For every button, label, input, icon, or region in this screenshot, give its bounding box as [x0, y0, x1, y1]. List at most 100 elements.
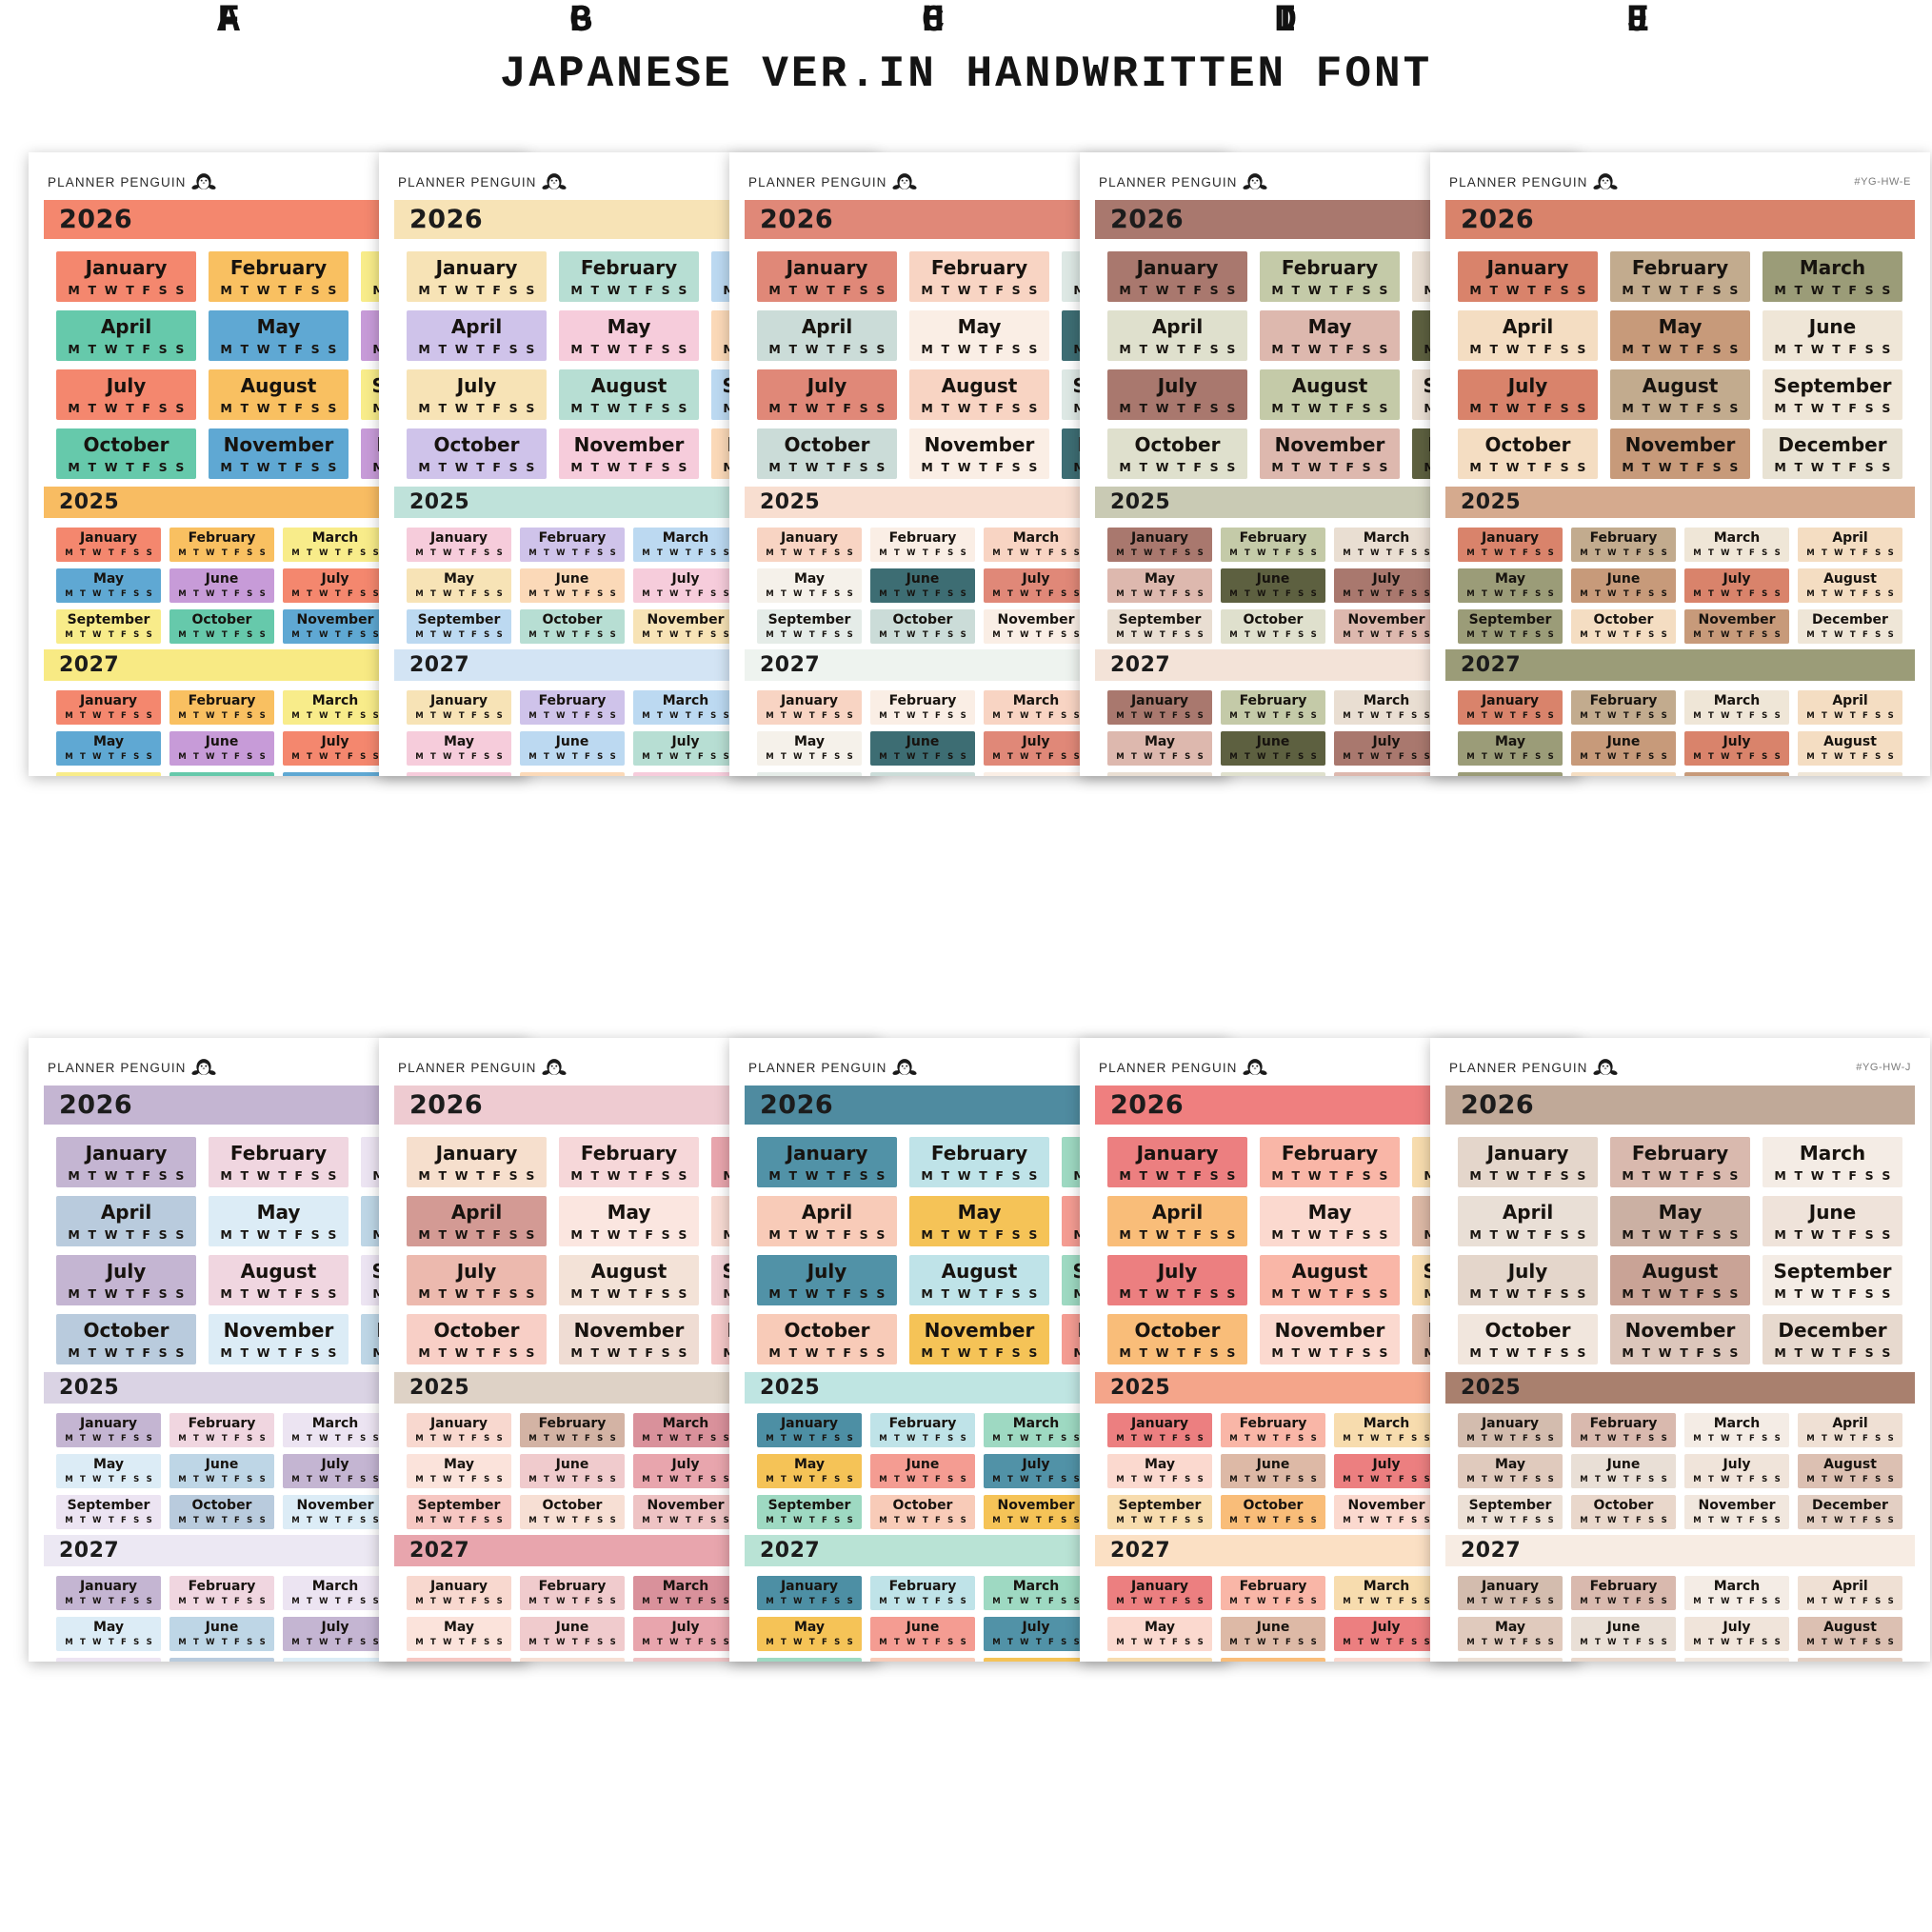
month-sticker[interactable]: February M T W T F S S	[1221, 1413, 1325, 1447]
month-sticker[interactable]: February M T W T F S S	[520, 1413, 625, 1447]
month-sticker[interactable]: February M T W T F S S	[870, 528, 975, 562]
month-sticker[interactable]: January M T W T F S S	[56, 528, 161, 562]
month-sticker[interactable]: July M T W T F S S	[1684, 1617, 1789, 1651]
month-sticker[interactable]: January M T W T F S S	[56, 1413, 161, 1447]
month-sticker[interactable]: July M T W T F S S	[1684, 568, 1789, 603]
month-sticker[interactable]: January M T W T F S S	[407, 1413, 511, 1447]
month-sticker[interactable]: February M T W T F S S	[169, 1576, 274, 1610]
month-sticker[interactable]: January M T W T F S S	[56, 251, 196, 302]
month-sticker[interactable]: February M T W T F S S	[169, 690, 274, 725]
month-sticker[interactable]: January M T W T F S S	[1458, 1576, 1563, 1610]
month-sticker[interactable]: February M T W T F S S	[209, 251, 349, 302]
month-sticker[interactable]: January M T W T F S S	[1107, 528, 1212, 562]
month-sticker[interactable]: January M T W T F S S	[56, 1137, 196, 1187]
month-sticker[interactable]: January M T W T F S S	[1107, 690, 1212, 725]
month-sticker[interactable]: May M T W T F S S	[1458, 1454, 1563, 1488]
month-sticker[interactable]: July M T W T F S S	[633, 731, 738, 766]
month-sticker[interactable]: May M T W T F S S	[559, 1196, 699, 1246]
month-sticker[interactable]: July M T W T F S S	[1107, 1255, 1247, 1305]
month-sticker[interactable]: February M T W T F S S	[909, 251, 1049, 302]
month-sticker[interactable]: February M T W T F S S	[209, 1137, 349, 1187]
month-sticker[interactable]: January M T W T F S S	[757, 1413, 862, 1447]
month-sticker[interactable]: January M T W T F S S	[407, 690, 511, 725]
month-sticker[interactable]: July M T W T F S S	[56, 1255, 196, 1305]
month-sticker[interactable]: January M T W T F S S	[1458, 1137, 1598, 1187]
month-sticker[interactable]: May M T W T F S S	[209, 310, 349, 361]
month-sticker[interactable]: February M T W T F S S	[870, 690, 975, 725]
month-sticker[interactable]: July M T W T F S S	[56, 369, 196, 420]
month-sticker[interactable]: May M T W T F S S	[909, 310, 1049, 361]
month-sticker[interactable]: May M T W T F S S	[1260, 310, 1400, 361]
month-sticker[interactable]: May M T W T F S S	[407, 1617, 511, 1651]
month-sticker[interactable]: January M T W T F S S	[56, 1576, 161, 1610]
month-sticker[interactable]: February M T W T F S S	[169, 1413, 274, 1447]
month-sticker[interactable]: July M T W T F S S	[407, 1255, 547, 1305]
month-sticker[interactable]: January M T W T F S S	[1458, 251, 1598, 302]
month-sticker[interactable]: July M T W T F S S	[407, 369, 547, 420]
month-sticker[interactable]: January M T W T F S S	[1107, 1413, 1212, 1447]
